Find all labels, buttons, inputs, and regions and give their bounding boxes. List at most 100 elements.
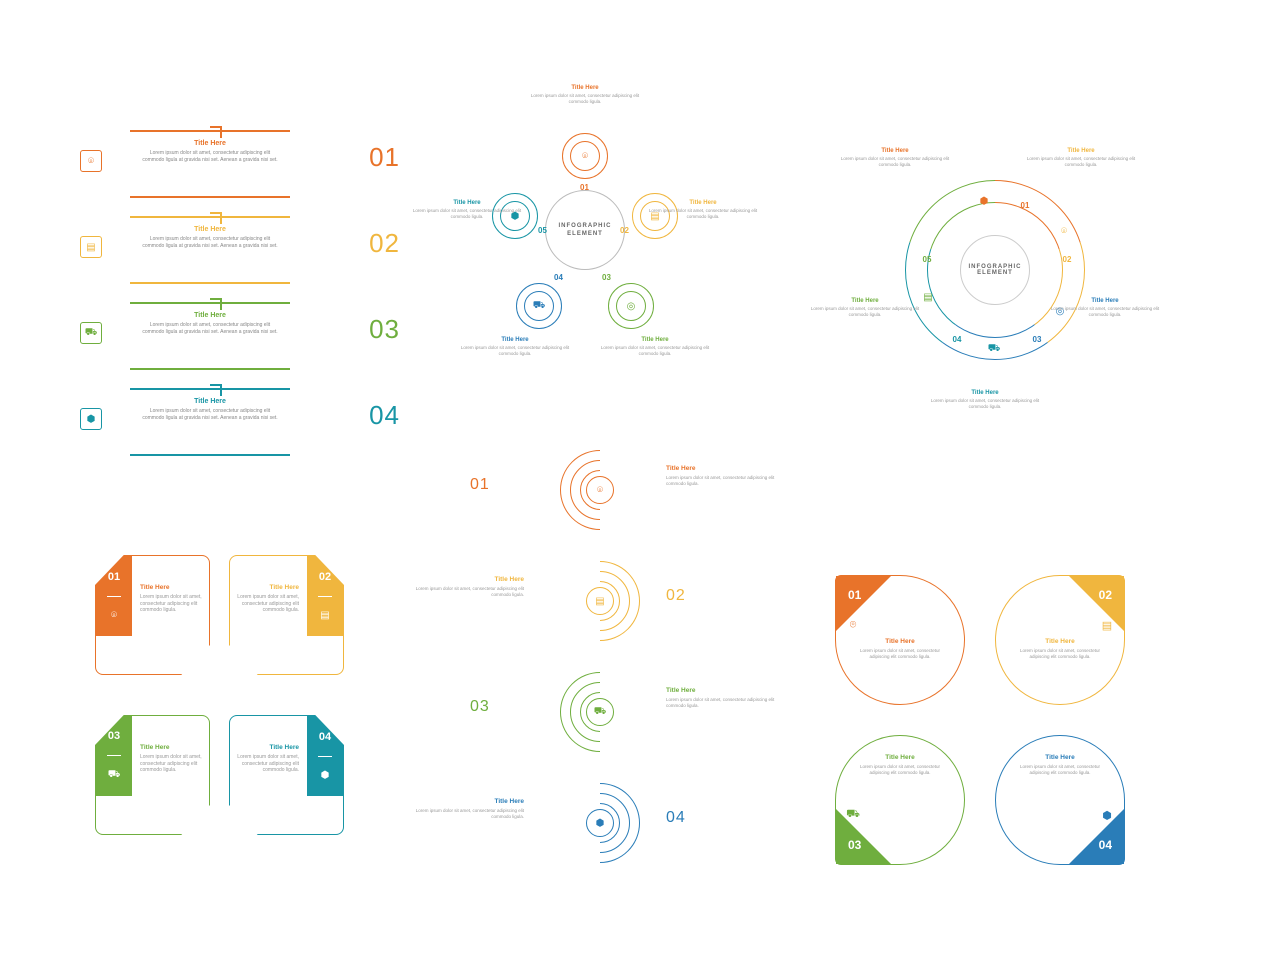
ticket-card: Title Here Lorem ipsum dolor sit amet, c… [130, 388, 290, 456]
hex-text: Lorem ipsum dolor sit amet, consectetur … [140, 594, 205, 614]
donut-icon: ⌾ [1055, 222, 1073, 240]
corner-icon: ⛟ [844, 806, 862, 824]
hex-tab: 03 ⛟ [96, 716, 132, 796]
arc-body: Lorem ipsum dolor sit amet, consectetur … [414, 586, 524, 598]
spoke-body: Lorem ipsum dolor sit amet, consectetur … [600, 345, 710, 357]
arc-row: ▤ 02 Title Here Lorem ipsum dolor sit am… [470, 551, 730, 656]
spoke-text: Title Here Lorem ipsum dolor sit amet, c… [412, 200, 522, 220]
spoke-body: Lorem ipsum dolor sit amet, consectetur … [412, 208, 522, 220]
donut-center: INFOGRAPHIC ELEMENT [960, 235, 1030, 305]
donut-text: Title Here Lorem ipsum dolor sit amet, c… [840, 148, 950, 168]
donut-body: Lorem ipsum dolor sit amet, consectetur … [810, 306, 920, 318]
donut-text: Title Here Lorem ipsum dolor sit amet, c… [1026, 148, 1136, 168]
hex-tab: 04 ⬢ [307, 716, 343, 796]
donut-number: 04 [947, 332, 967, 346]
donut-title: Title Here [1026, 148, 1136, 154]
ticket-icon: ⬢ [80, 408, 102, 430]
arc-text: Title Here Lorem ipsum dolor sit amet, c… [414, 798, 524, 820]
arc-number: 01 [470, 476, 490, 494]
hex-text: Lorem ipsum dolor sit amet, consectetur … [140, 754, 205, 774]
arc-title: Title Here [666, 687, 776, 694]
arc-number: 04 [666, 809, 686, 827]
hex-title: Title Here [140, 744, 205, 751]
hex-card: 02 ▤ Title Here Lorem ipsum dolor sit am… [229, 555, 344, 675]
corner-title: Title Here [854, 638, 946, 645]
hex-divider [107, 755, 121, 756]
arc-body: Lorem ipsum dolor sit amet, consectetur … [666, 475, 776, 487]
hex-number: 03 [108, 730, 120, 742]
panel-corner-circles: 01 ⌾ Title Here Lorem ipsum dolor sit am… [835, 575, 1135, 865]
ticket-icon: ⛟ [80, 322, 102, 344]
donut-number: 03 [1027, 332, 1047, 346]
arc-rings: ▤ [560, 561, 640, 641]
corner-card: 01 ⌾ Title Here Lorem ipsum dolor sit am… [835, 575, 965, 705]
corner-text: Lorem ipsum dolor sit amet, consectetur … [854, 648, 946, 660]
arc-row: ⛟ 03 Title Here Lorem ipsum dolor sit am… [470, 662, 730, 767]
spoke-title: Title Here [412, 200, 522, 206]
donut-body: Lorem ipsum dolor sit amet, consectetur … [840, 156, 950, 168]
hub-center: INFOGRAPHIC ELEMENT [545, 190, 625, 270]
donut-number: 01 [1015, 198, 1035, 212]
spoke-icon: ⌾ [570, 141, 600, 171]
ticket-number: 03 [369, 314, 400, 345]
corner-body: Title Here Lorem ipsum dolor sit amet, c… [854, 638, 946, 660]
donut-title: Title Here [930, 390, 1040, 396]
hex-tab: 01 ⌾ [96, 556, 132, 636]
corner-title: Title Here [854, 754, 946, 761]
center-label-1: INFOGRAPHIC [559, 222, 612, 230]
ticket-body: Lorem ipsum dolor sit amet, consectetur … [140, 150, 280, 163]
corner-card: 04 ⬢ Title Here Lorem ipsum dolor sit am… [995, 735, 1125, 865]
corner-body: Title Here Lorem ipsum dolor sit amet, c… [1014, 638, 1106, 660]
spoke-text: Title Here Lorem ipsum dolor sit amet, c… [600, 337, 710, 357]
donut-body: Lorem ipsum dolor sit amet, consectetur … [1026, 156, 1136, 168]
spoke-text: Title Here Lorem ipsum dolor sit amet, c… [460, 337, 570, 357]
ticket-card: Title Here Lorem ipsum dolor sit amet, c… [130, 216, 290, 284]
donut-number: 02 [1057, 252, 1077, 266]
arc-core-icon: ⛟ [586, 698, 614, 726]
arc-core-icon: ⌾ [586, 476, 614, 504]
hex-text: Lorem ipsum dolor sit amet, consectetur … [234, 594, 299, 614]
ticket-body: Lorem ipsum dolor sit amet, consectetur … [140, 322, 280, 335]
corner-title: Title Here [1014, 754, 1106, 761]
arc-row: ⌾ 01 Title Here Lorem ipsum dolor sit am… [470, 440, 730, 545]
ticket-card: Title Here Lorem ipsum dolor sit amet, c… [130, 302, 290, 370]
ticket-title: Title Here [140, 226, 280, 233]
spoke-text: Title Here Lorem ipsum dolor sit amet, c… [530, 85, 640, 105]
donut-title: Title Here [810, 298, 920, 304]
arc-row: ⬢ 04 Title Here Lorem ipsum dolor sit am… [470, 773, 730, 878]
spoke-number: 04 [554, 273, 563, 282]
ticket-icon: ⌾ [80, 150, 102, 172]
corner-body: Title Here Lorem ipsum dolor sit amet, c… [854, 754, 946, 776]
spoke-icon: ⛟ [524, 291, 554, 321]
arc-number: 02 [666, 587, 686, 605]
arc-text: Title Here Lorem ipsum dolor sit amet, c… [414, 576, 524, 598]
panel-hub-spoke: INFOGRAPHIC ELEMENT ⌾01Title Here Lorem … [420, 85, 750, 385]
donut-body: Lorem ipsum dolor sit amet, consectetur … [1050, 306, 1160, 318]
hex-card: 01 ⌾ Title Here Lorem ipsum dolor sit am… [95, 555, 210, 675]
panel-ticket-list: ⌾ Title Here Lorem ipsum dolor sit amet,… [80, 130, 360, 474]
panel-hex-grid: 01 ⌾ Title Here Lorem ipsum dolor sit am… [95, 555, 345, 835]
spoke-title: Title Here [600, 337, 710, 343]
donut-text: Title Here Lorem ipsum dolor sit amet, c… [930, 390, 1040, 410]
ticket-row: ⛟ Title Here Lorem ipsum dolor sit amet,… [80, 302, 360, 380]
corner-number: 04 [1099, 838, 1112, 852]
hex-number: 02 [319, 571, 331, 583]
arc-title: Title Here [666, 465, 776, 472]
hex-title: Title Here [234, 584, 299, 591]
hex-number: 04 [319, 731, 331, 743]
corner-icon: ▤ [1098, 616, 1116, 634]
ticket-number: 01 [369, 142, 400, 173]
corner-title: Title Here [1014, 638, 1106, 645]
spoke-icon: ◎ [616, 291, 646, 321]
arc-text: Title Here Lorem ipsum dolor sit amet, c… [666, 465, 776, 487]
center-label-2: ELEMENT [977, 270, 1013, 276]
arc-rings: ⛟ [560, 672, 640, 752]
ticket-body: Lorem ipsum dolor sit amet, consectetur … [140, 408, 280, 421]
corner-number: 01 [848, 588, 861, 602]
corner-text: Lorem ipsum dolor sit amet, consectetur … [854, 764, 946, 776]
corner-text: Lorem ipsum dolor sit amet, consectetur … [1014, 764, 1106, 776]
arc-text: Title Here Lorem ipsum dolor sit amet, c… [666, 687, 776, 709]
spoke-node: ⌾ [562, 133, 608, 179]
hex-title: Title Here [234, 744, 299, 751]
ticket-title: Title Here [140, 140, 280, 147]
